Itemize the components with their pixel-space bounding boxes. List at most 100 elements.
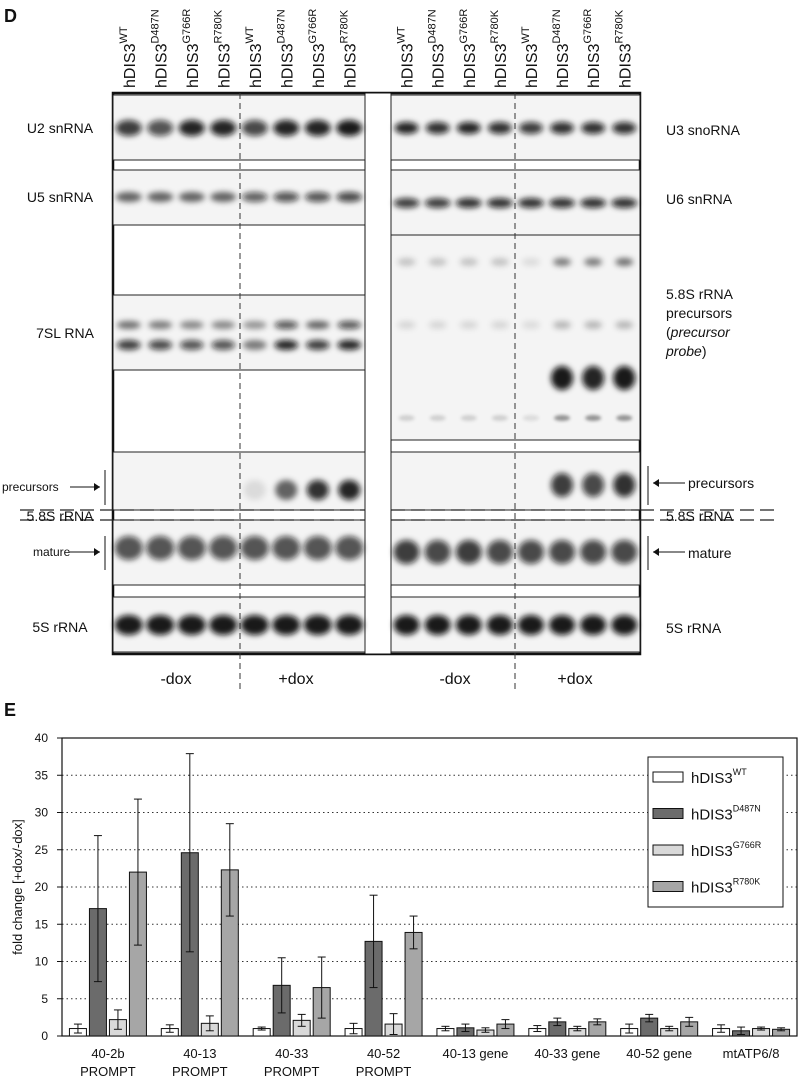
- blot-band: [272, 615, 301, 635]
- blot-band: [424, 615, 451, 635]
- blot-label: precursors: [688, 475, 754, 491]
- y-tick-label: 40: [35, 731, 49, 745]
- blot-band: [490, 258, 509, 266]
- blot-band: [551, 366, 574, 390]
- lane-variant: D487N: [551, 9, 563, 43]
- lane-variant: D487N: [149, 9, 161, 43]
- lane-gene: hDIS3: [216, 43, 233, 88]
- lane-label: hDIS3D487N: [427, 9, 448, 88]
- blot-band: [486, 198, 513, 208]
- blot-band: [615, 258, 634, 266]
- blot-band: [181, 480, 203, 500]
- blot-band: [550, 122, 575, 134]
- blot-band: [425, 122, 450, 134]
- lane-label: hDIS3D487N: [275, 9, 296, 88]
- blot-band: [116, 340, 141, 350]
- y-tick-label: 15: [35, 917, 49, 931]
- blot-band: [611, 540, 638, 564]
- lane-variant: G766R: [582, 9, 594, 44]
- blot-band: [116, 321, 141, 329]
- blot-band: [211, 321, 236, 329]
- blot-band: [118, 480, 140, 500]
- probe-italic: probe: [665, 343, 702, 359]
- blot-band: [616, 415, 633, 421]
- legend-label: hDIS3D487N: [691, 804, 761, 824]
- x-tick-label: 40-52 gene: [626, 1046, 692, 1061]
- x-tick-label: 40-2b: [91, 1046, 124, 1061]
- blot-band: [305, 340, 330, 350]
- blot-band: [398, 415, 415, 421]
- lane-variant: R780K: [212, 9, 224, 43]
- blot-band: [303, 615, 332, 635]
- blot-band: [304, 120, 331, 136]
- lane-variant: G766R: [181, 9, 193, 44]
- blot-band: [210, 120, 237, 136]
- blot-band: [460, 415, 477, 421]
- blot-band: [520, 366, 542, 390]
- blot-band: [148, 340, 173, 350]
- blot-label: 7SL RNA: [36, 325, 95, 341]
- blot-label: precursors: [2, 480, 59, 494]
- blot-band: [242, 321, 267, 329]
- legend-sup: R780K: [733, 877, 761, 887]
- blot-band: [459, 258, 478, 266]
- blot-band: [177, 615, 206, 635]
- lane-variant: R780K: [338, 9, 350, 43]
- y-tick-label: 0: [41, 1029, 48, 1043]
- blot-band: [489, 366, 511, 390]
- blot-band: [489, 473, 511, 497]
- blot-band: [582, 366, 605, 390]
- x-tick-label: 40-52: [367, 1046, 400, 1061]
- blot-band: [305, 321, 330, 329]
- blot-band: [424, 540, 451, 564]
- x-tick-label: 40-13: [183, 1046, 216, 1061]
- blot-band: [553, 321, 572, 329]
- blot-band: [337, 340, 362, 350]
- y-tick-label: 20: [35, 880, 49, 894]
- blot-band: [491, 415, 508, 421]
- blot-label: U5 snRNA: [27, 189, 94, 205]
- condition-label: -dox: [439, 671, 470, 688]
- blot-gap: [364, 92, 392, 655]
- x-tick-label: PROMPT: [80, 1064, 136, 1079]
- blot-band: [424, 198, 451, 208]
- blot-band: [580, 540, 607, 564]
- blot-band: [393, 540, 420, 564]
- blot-band: [209, 615, 238, 635]
- x-tick-label: mtATP6/8: [723, 1046, 780, 1061]
- blot-band: [549, 615, 576, 635]
- blot-band: [336, 120, 363, 136]
- legend-sup: G766R: [733, 840, 762, 850]
- blot-band: [517, 615, 544, 635]
- x-tick-label: 40-13 gene: [443, 1046, 509, 1061]
- blot-band: [179, 321, 204, 329]
- probe-close: ): [702, 343, 707, 359]
- y-tick-label: 25: [35, 843, 49, 857]
- legend-label: hDIS3G766R: [691, 840, 762, 860]
- blot-band: [336, 192, 363, 202]
- blot-band: [177, 536, 206, 560]
- arrow-head: [94, 548, 100, 556]
- blot-band: [178, 192, 205, 202]
- blot-band: [147, 120, 174, 136]
- blot-strip: [112, 294, 366, 371]
- blot-label: U3 snoRNA: [666, 122, 741, 138]
- blot-band: [397, 258, 416, 266]
- blot-label: 5.8S rRNA: [27, 508, 95, 524]
- legend-name: hDIS3: [691, 807, 733, 824]
- blot-band: [428, 321, 447, 329]
- blot-band: [115, 192, 142, 202]
- blot-band: [551, 473, 574, 497]
- lane-gene: hDIS3: [617, 43, 634, 88]
- arrow-head: [94, 483, 100, 491]
- lane-gene: hDIS3: [342, 43, 359, 88]
- blot-band: [517, 198, 544, 208]
- blot-band: [486, 540, 513, 564]
- blot-strip: [112, 451, 366, 511]
- blot-panel: DhDIS3WThDIS3D487NhDIS3G766RhDIS3R780KhD…: [2, 6, 780, 692]
- lane-label: hDIS3D487N: [149, 9, 170, 88]
- lane-variant: WT: [118, 26, 130, 43]
- arrow-head: [653, 548, 659, 556]
- blot-band: [613, 366, 636, 390]
